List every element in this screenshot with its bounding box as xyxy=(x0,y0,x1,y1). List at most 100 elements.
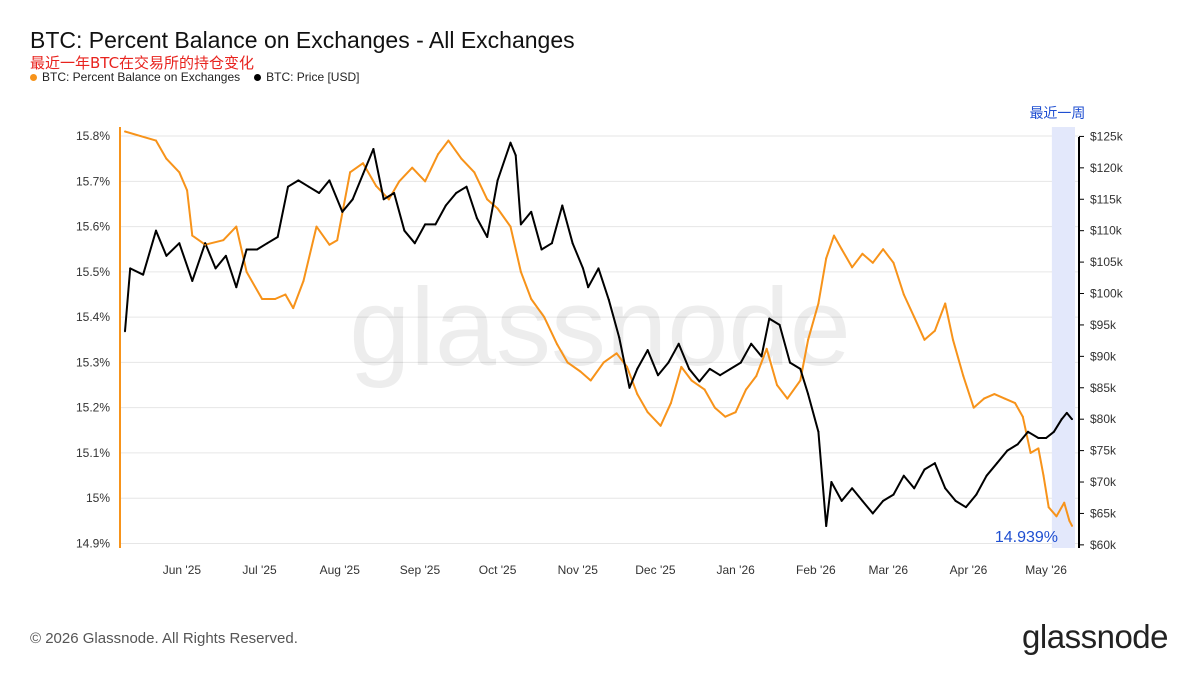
legend-label-balance: BTC: Percent Balance on Exchanges xyxy=(42,70,241,84)
left-tick-label: 14.9% xyxy=(76,536,110,550)
data-point-price xyxy=(597,267,600,270)
right-tick-label: $95k xyxy=(1090,318,1117,332)
data-point-balance xyxy=(734,411,737,414)
x-tick-label: Oct '25 xyxy=(479,563,517,577)
data-point-balance xyxy=(543,316,546,319)
data-point-price xyxy=(1065,411,1068,414)
data-point-price xyxy=(530,210,533,213)
data-point-price xyxy=(1071,418,1073,421)
data-point-balance xyxy=(933,329,936,332)
data-point-balance xyxy=(871,261,874,264)
data-point-price xyxy=(913,487,916,490)
data-point-balance xyxy=(302,279,305,282)
data-point-balance xyxy=(424,180,427,183)
data-point-balance xyxy=(755,374,758,377)
data-point-price xyxy=(165,254,168,257)
data-point-price xyxy=(760,355,763,358)
data-point-balance xyxy=(349,171,352,174)
data-point-balance xyxy=(186,189,189,192)
legend-item-price[interactable]: BTC: Price [USD] xyxy=(254,70,359,84)
data-point-price xyxy=(719,374,722,377)
x-axis-ticks: Jun '25 Jul '25 Aug '25 Sep '25 Oct '25 Nov '… xyxy=(163,563,1068,577)
right-tick-label: $125k xyxy=(1090,129,1124,143)
data-point-price xyxy=(424,223,427,226)
data-point-balance xyxy=(165,157,168,160)
data-point-price xyxy=(933,462,936,465)
data-point-price xyxy=(739,361,742,364)
data-point-price xyxy=(708,367,711,370)
data-point-price xyxy=(328,179,331,182)
data-point-balance xyxy=(892,261,895,264)
left-tick-label: 15.2% xyxy=(76,401,110,415)
data-point-balance xyxy=(411,166,414,169)
data-point-price xyxy=(944,487,947,490)
legend-item-balance[interactable]: BTC: Percent Balance on Exchanges xyxy=(30,70,240,84)
series-points-price xyxy=(124,141,1073,528)
data-point-price xyxy=(1016,443,1019,446)
data-point-price xyxy=(455,191,458,194)
data-point-price xyxy=(964,506,967,509)
data-point-balance xyxy=(473,171,476,174)
data-point-balance xyxy=(245,270,248,273)
data-point-balance xyxy=(204,243,207,246)
data-point-price xyxy=(540,248,543,251)
data-point-balance xyxy=(646,411,649,414)
data-point-balance xyxy=(178,171,181,174)
data-point-price xyxy=(1037,437,1040,440)
data-point-price xyxy=(496,179,499,182)
chart-title: BTC: Percent Balance on Exchanges - All … xyxy=(30,27,575,53)
data-point-balance xyxy=(191,234,194,237)
watermark: glassnode xyxy=(349,266,851,389)
data-point-balance xyxy=(1014,402,1017,405)
data-point-balance xyxy=(625,365,628,368)
data-point-balance xyxy=(362,162,365,165)
data-point-balance xyxy=(235,225,238,228)
data-point-balance xyxy=(1047,506,1050,509)
data-point-price xyxy=(266,242,269,245)
data-point-balance xyxy=(669,402,672,405)
data-point-price xyxy=(975,493,978,496)
data-point-balance xyxy=(284,293,287,296)
x-tick-label: Feb '26 xyxy=(796,563,836,577)
data-point-price xyxy=(287,185,290,188)
data-point-balance xyxy=(962,374,965,377)
data-point-balance xyxy=(799,379,802,382)
right-tick-label: $80k xyxy=(1090,412,1117,426)
data-point-price xyxy=(1060,418,1063,421)
data-point-price xyxy=(372,147,375,150)
data-point-balance xyxy=(786,397,789,400)
data-point-balance xyxy=(983,397,986,400)
data-point-price xyxy=(1027,430,1030,433)
data-point-price xyxy=(587,286,590,289)
footer-copyright: © 2026 Glassnode. All Rights Reserved. xyxy=(30,630,298,647)
x-tick-label: May '26 xyxy=(1025,563,1067,577)
data-point-price xyxy=(297,179,300,182)
data-point-balance xyxy=(274,298,277,301)
left-tick-label: 15.6% xyxy=(76,220,110,234)
data-point-balance xyxy=(713,406,716,409)
data-point-price xyxy=(817,430,820,433)
data-point-price xyxy=(799,367,802,370)
x-tick-label: Sep '25 xyxy=(400,563,441,577)
data-point-price xyxy=(698,380,701,383)
x-tick-label: Jun '25 xyxy=(163,563,202,577)
right-tick-label: $75k xyxy=(1090,444,1117,458)
data-point-price xyxy=(155,229,158,232)
right-tick-label: $110k xyxy=(1090,224,1123,238)
legend: BTC: Percent Balance on Exchanges BTC: P… xyxy=(30,70,359,84)
data-point-price xyxy=(646,349,649,352)
legend-swatch-price xyxy=(254,73,262,81)
data-point-balance xyxy=(387,198,390,201)
data-point-price xyxy=(124,330,126,333)
legend-label-price: BTC: Price [USD] xyxy=(266,70,360,84)
data-point-balance xyxy=(398,180,401,183)
data-point-balance xyxy=(460,157,463,160)
data-point-price xyxy=(514,154,517,157)
data-point-balance xyxy=(913,316,916,319)
left-tick-label: 15.8% xyxy=(76,129,110,143)
right-tick-label: $120k xyxy=(1090,161,1124,175)
data-point-price xyxy=(667,361,670,364)
data-point-balance xyxy=(659,424,662,427)
last-value-label: 14.939% xyxy=(995,529,1058,546)
x-tick-label: Jul '25 xyxy=(242,563,277,577)
